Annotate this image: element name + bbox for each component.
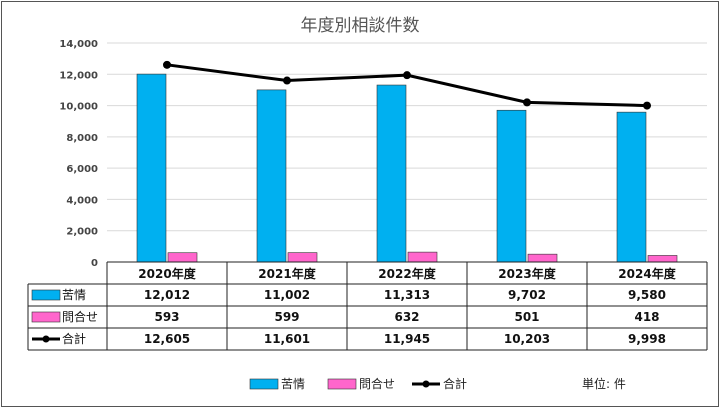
data-label: 11,313 <box>384 288 430 302</box>
data-label: 9,998 <box>628 332 666 346</box>
bar-complaints <box>616 111 647 263</box>
category-label: 2024年度 <box>618 266 676 281</box>
bar-complaints <box>136 73 167 263</box>
data-label: 12,605 <box>144 332 190 346</box>
category-label: 2023年度 <box>498 266 556 281</box>
data-label: 12,012 <box>144 288 190 302</box>
total-point <box>403 71 411 80</box>
bar-inquiries <box>527 253 558 263</box>
data-label: 501 <box>514 310 539 324</box>
data-label: 10,203 <box>504 332 550 346</box>
legend: 苦情 問合せ 合計 <box>249 376 467 391</box>
chart-title: 年度別相談件数 <box>301 16 420 36</box>
bar-complaints <box>376 84 407 263</box>
bar-inquiries <box>647 255 678 263</box>
legend-label: 問合せ <box>359 376 395 391</box>
category-label: 2020年度 <box>138 266 196 281</box>
data-label: 11,002 <box>264 288 310 302</box>
bar-complaints <box>256 89 287 263</box>
total-line <box>163 60 651 110</box>
data-label: 9,702 <box>508 288 546 302</box>
data-label: 593 <box>154 310 179 324</box>
y-axis: 0 2,000 4,000 6,000 8,000 10,000 12,000 14,000 <box>59 39 98 269</box>
legend-label: 合計 <box>443 376 467 391</box>
chart-svg: 年度別相談件数 0 2,000 4,000 6,000 8,000 10,000 12,00… <box>27 16 708 391</box>
data-label: 632 <box>394 310 419 324</box>
bar-complaints <box>496 109 527 263</box>
legend-swatch <box>249 378 279 390</box>
row-key-swatch <box>31 311 61 323</box>
legend-swatch <box>327 378 357 390</box>
bars <box>136 73 678 263</box>
y-tick-label: 2,000 <box>66 227 98 238</box>
y-tick-label: 10,000 <box>59 102 98 113</box>
total-series-line <box>166 63 648 108</box>
bar-inquiries <box>287 252 318 263</box>
total-point <box>643 101 651 110</box>
total-point <box>523 98 531 107</box>
data-label: 418 <box>634 310 659 324</box>
bar-inquiries <box>407 251 438 263</box>
row-label: 合計 <box>62 331 86 346</box>
category-label: 2022年度 <box>378 266 436 281</box>
y-tick-label: 4,000 <box>66 195 98 206</box>
y-tick-label: 6,000 <box>66 164 98 175</box>
legend-label: 苦情 <box>281 377 305 391</box>
gridlines <box>107 42 707 263</box>
data-label: 11,601 <box>264 332 310 346</box>
row-label: 苦情 <box>62 288 86 302</box>
total-point <box>163 60 171 69</box>
legend-marker <box>422 380 430 388</box>
total-point <box>283 76 291 85</box>
row-key-swatch <box>31 289 61 301</box>
y-tick-label: 12,000 <box>59 70 98 81</box>
bar-inquiries <box>167 252 198 263</box>
data-label: 11,945 <box>384 332 430 346</box>
data-label: 599 <box>274 310 299 324</box>
y-tick-label: 8,000 <box>66 133 98 144</box>
category-label: 2021年度 <box>258 266 316 281</box>
row-label: 問合せ <box>62 309 98 324</box>
y-tick-label: 14,000 <box>59 39 98 50</box>
y-tick-label: 0 <box>91 258 98 269</box>
data-label: 9,580 <box>628 288 666 302</box>
row-key-marker <box>42 335 50 343</box>
unit-note: 単位: 件 <box>582 376 626 391</box>
